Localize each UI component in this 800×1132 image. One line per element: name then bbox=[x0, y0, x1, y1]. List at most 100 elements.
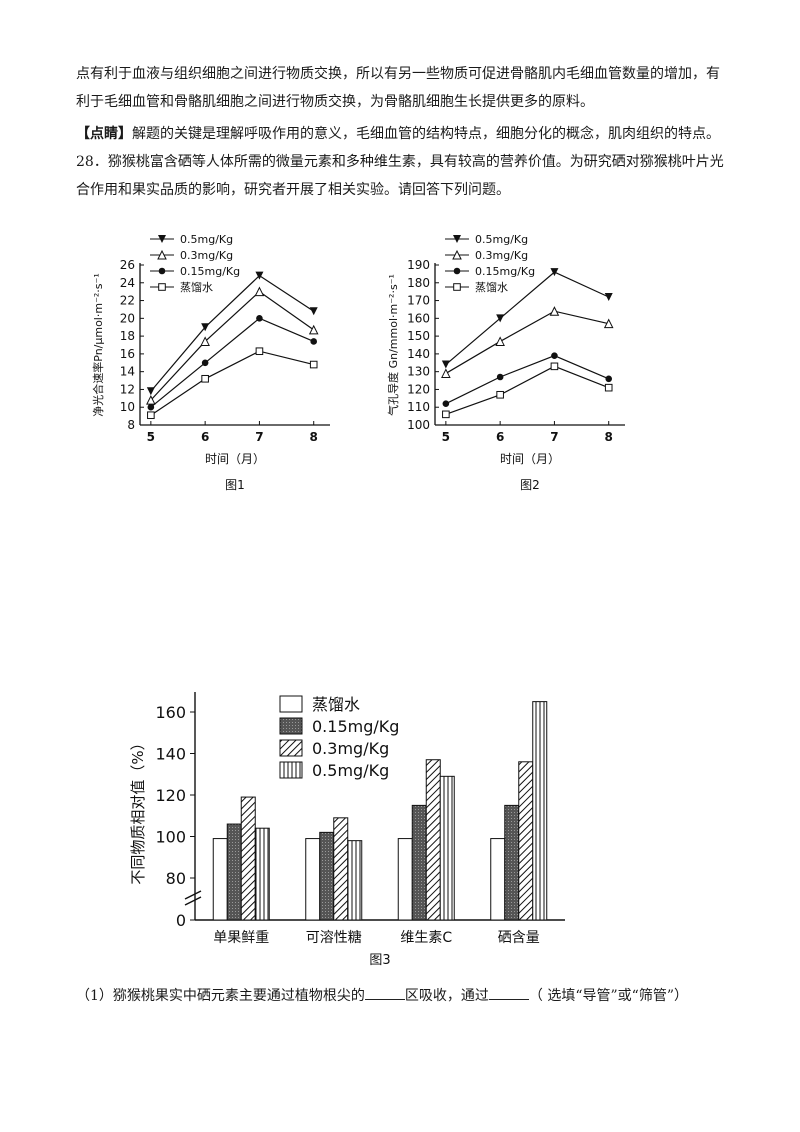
legend-label: 0.5mg/Kg bbox=[312, 761, 389, 780]
bar bbox=[319, 831, 335, 921]
y-axis-label: 不同物质相对值（%） bbox=[129, 735, 147, 884]
data-point bbox=[147, 403, 155, 411]
data-point bbox=[147, 411, 155, 420]
legend-marker bbox=[157, 249, 167, 260]
legend-marker bbox=[158, 235, 166, 243]
x-tick-label: 6 bbox=[496, 430, 504, 444]
data-point bbox=[201, 374, 209, 383]
legend-label: 0.3mg/Kg bbox=[180, 249, 233, 262]
x-tick-label: 维生素C bbox=[400, 930, 452, 946]
data-point bbox=[605, 375, 613, 383]
y-axis-label: 气孔导度 Gn/mmol·m⁻²·s⁻¹ bbox=[386, 274, 400, 416]
data-point bbox=[200, 336, 210, 346]
text-line: 28．猕猴桃富含硒等人体所需的微量元素和多种维生素，具有较高的营养价值。为研究硒… bbox=[76, 154, 724, 170]
bar bbox=[347, 840, 363, 921]
tip-text: 解题的关键是理解呼吸作用的意义，毛细血管的结构特点，细胞分化的概念，肌肉组织的特… bbox=[132, 126, 720, 142]
series-3 bbox=[442, 362, 613, 419]
data-point bbox=[201, 359, 209, 367]
series-0 bbox=[441, 268, 613, 369]
bar bbox=[504, 804, 520, 921]
legend-label: 蒸馏水 bbox=[312, 695, 360, 714]
bar bbox=[240, 796, 256, 921]
bar bbox=[333, 817, 349, 921]
data-point bbox=[603, 318, 614, 329]
y-tick-label: 150 bbox=[407, 329, 430, 343]
y-tick-label: 100 bbox=[155, 828, 186, 847]
y-tick-label: 170 bbox=[407, 294, 430, 308]
y-tick-label: 130 bbox=[407, 365, 430, 379]
data-point bbox=[495, 336, 505, 346]
series-line bbox=[150, 290, 315, 401]
y-tick-label: 12 bbox=[120, 382, 135, 396]
x-axis-label: 时间（月） bbox=[500, 452, 560, 466]
y-tick-label: 22 bbox=[120, 294, 135, 308]
legend-label: 蒸馏水 bbox=[475, 280, 508, 294]
data-point bbox=[551, 352, 558, 359]
data-point bbox=[255, 347, 264, 356]
series-line bbox=[445, 310, 609, 374]
series-1 bbox=[146, 286, 319, 405]
series-2 bbox=[442, 352, 613, 407]
data-point bbox=[496, 314, 505, 323]
figure-caption: 图2 bbox=[520, 478, 540, 492]
series-line bbox=[150, 274, 315, 392]
series-line bbox=[445, 355, 609, 405]
question-text: 区吸收，通过 bbox=[404, 988, 489, 1004]
legend-marker bbox=[453, 283, 461, 291]
x-tick-label: 单果鲜重 bbox=[213, 930, 269, 946]
x-tick-label: 7 bbox=[255, 430, 263, 444]
y-tick-label: 20 bbox=[120, 311, 135, 325]
bar bbox=[305, 838, 321, 921]
legend-marker bbox=[453, 267, 461, 275]
legend-swatch bbox=[279, 761, 303, 779]
answer-blank[interactable] bbox=[488, 985, 529, 1000]
data-point bbox=[309, 360, 318, 369]
figure-caption: 图1 bbox=[225, 478, 245, 492]
y-axis-label: 净光合速率Pn/μmol·m⁻²·s⁻¹ bbox=[91, 273, 105, 417]
y-tick-label: 18 bbox=[120, 329, 135, 343]
y-tick-label: 140 bbox=[407, 347, 430, 361]
y-tick-label: 0 bbox=[176, 911, 186, 930]
data-point bbox=[441, 360, 450, 369]
data-point bbox=[604, 293, 613, 301]
legend-label: 0.5mg/Kg bbox=[475, 233, 528, 246]
y-tick-label: 26 bbox=[120, 258, 135, 272]
figure-caption: 图3 bbox=[369, 953, 390, 968]
tip-label: 【点睛】 bbox=[76, 126, 132, 142]
legend-marker bbox=[158, 267, 166, 275]
series-1 bbox=[441, 306, 614, 378]
text-line: 利于毛细血管和骨骼肌细胞之间进行物质交换，为骨骼肌细胞生长提供更多的原料。 bbox=[76, 94, 594, 110]
bar bbox=[254, 827, 270, 921]
y-tick-label: 160 bbox=[155, 703, 186, 722]
bar bbox=[439, 775, 455, 921]
bar bbox=[212, 838, 228, 921]
data-point bbox=[308, 324, 319, 335]
x-tick-label: 8 bbox=[310, 430, 318, 444]
data-point bbox=[442, 410, 450, 419]
question-28-stem: 28．猕猴桃富含硒等人体所需的微量元素和多种维生素，具有较高的营养价值。为研究硒… bbox=[76, 148, 726, 204]
data-point bbox=[254, 286, 265, 297]
legend-swatch bbox=[279, 695, 303, 713]
y-tick-label: 180 bbox=[407, 276, 430, 290]
figure-2-line-chart: 100 110 120 130 140 150 160 170 180 190 5 6 7 8 时间（月） 图… bbox=[386, 233, 625, 492]
y-tick-label: 110 bbox=[407, 400, 430, 414]
data-point bbox=[255, 271, 264, 280]
paragraph-continuation: 点有利于血液与组织细胞之间进行物质交换，所以有另一些物质可促进骨骼肌内毛细血管数… bbox=[76, 60, 726, 116]
answer-blank[interactable] bbox=[364, 985, 405, 1000]
data-point bbox=[309, 307, 318, 316]
bar bbox=[532, 701, 548, 921]
tip-paragraph: 【点睛】解题的关键是理解呼吸作用的意义，毛细血管的结构特点，细胞分化的概念，肌肉… bbox=[76, 120, 726, 148]
data-point bbox=[550, 268, 559, 277]
data-point bbox=[442, 400, 450, 407]
y-tick-label: 160 bbox=[407, 311, 430, 325]
x-tick-label: 硒含量 bbox=[498, 930, 540, 946]
bar bbox=[411, 804, 427, 921]
y-tick-label: 120 bbox=[407, 382, 430, 396]
legend-marker bbox=[158, 283, 166, 291]
axis-break-mark bbox=[184, 890, 202, 900]
x-tick-label: 可溶性糖 bbox=[306, 930, 362, 946]
x-tick-label: 5 bbox=[147, 430, 155, 444]
y-tick-label: 8 bbox=[127, 418, 135, 432]
x-tick-label: 5 bbox=[442, 430, 450, 444]
data-point bbox=[256, 315, 263, 322]
